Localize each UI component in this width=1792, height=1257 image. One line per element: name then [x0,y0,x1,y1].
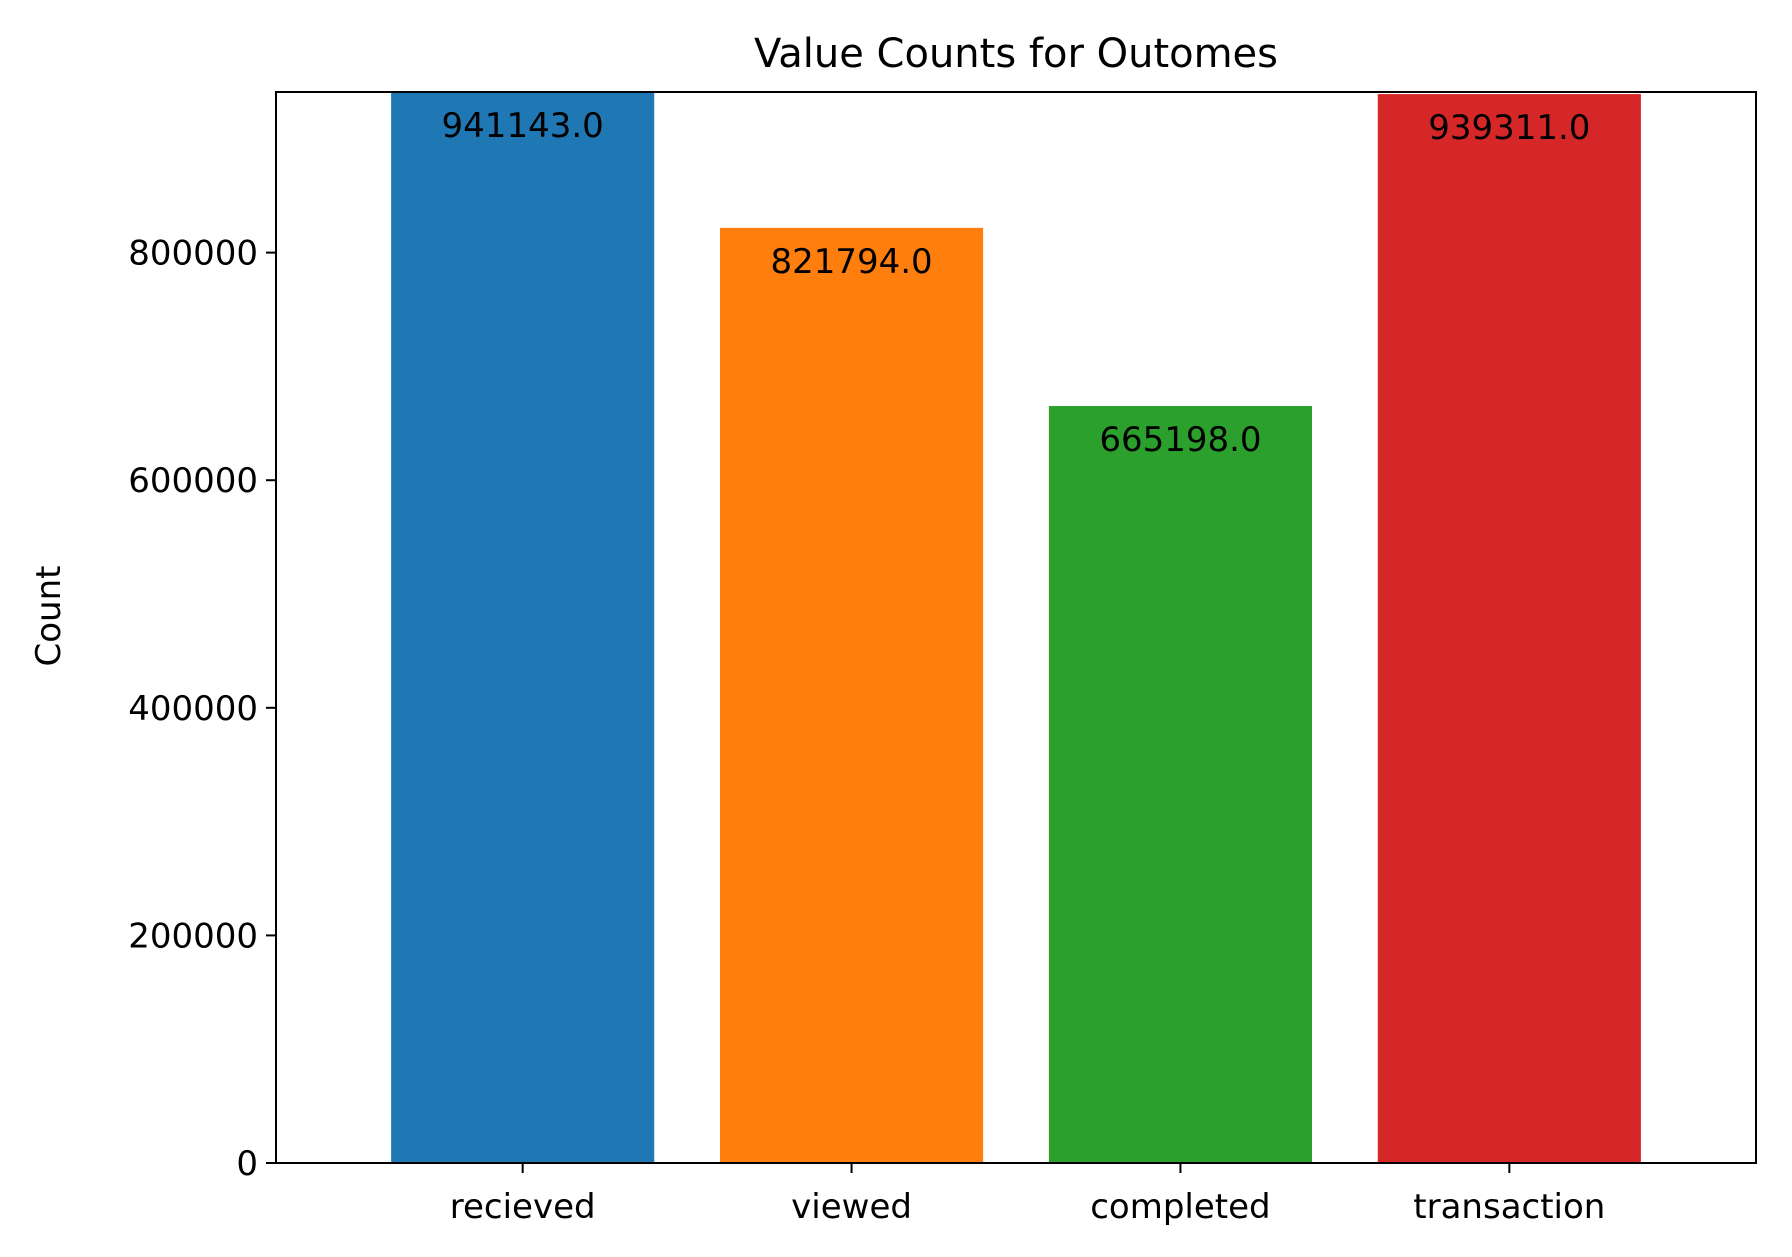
plot-frame [275,91,1757,1164]
bar-viewed [720,227,984,1163]
bar-transaction [1377,94,1641,1164]
y-tick-label: 0 [236,1144,258,1184]
bar-value-label: 821794.0 [770,242,932,282]
y-tick-label: 200000 [128,916,258,956]
y-tick-label: 400000 [128,689,258,729]
bar-recieved [391,92,655,1163]
bar-value-label: 939311.0 [1428,108,1590,148]
x-tick-label: viewed [791,1187,912,1227]
bar-value-label: 665198.0 [1099,420,1261,460]
x-tick-label: completed [1090,1187,1270,1227]
plot-area: 941143.0 821794.0 665198.0 939311.0 0 200000 4… [128,91,1757,1227]
y-tick-label: 800000 [128,234,258,274]
bar-completed [1048,406,1312,1164]
x-tick-label: recieved [450,1187,596,1227]
y-axis-label: Count [29,566,69,667]
chart-title: Value Counts for Outomes [754,31,1278,77]
bar-value-label: 941143.0 [442,106,604,146]
y-tick-label: 600000 [128,461,258,501]
x-tick-label: transaction [1413,1187,1605,1227]
